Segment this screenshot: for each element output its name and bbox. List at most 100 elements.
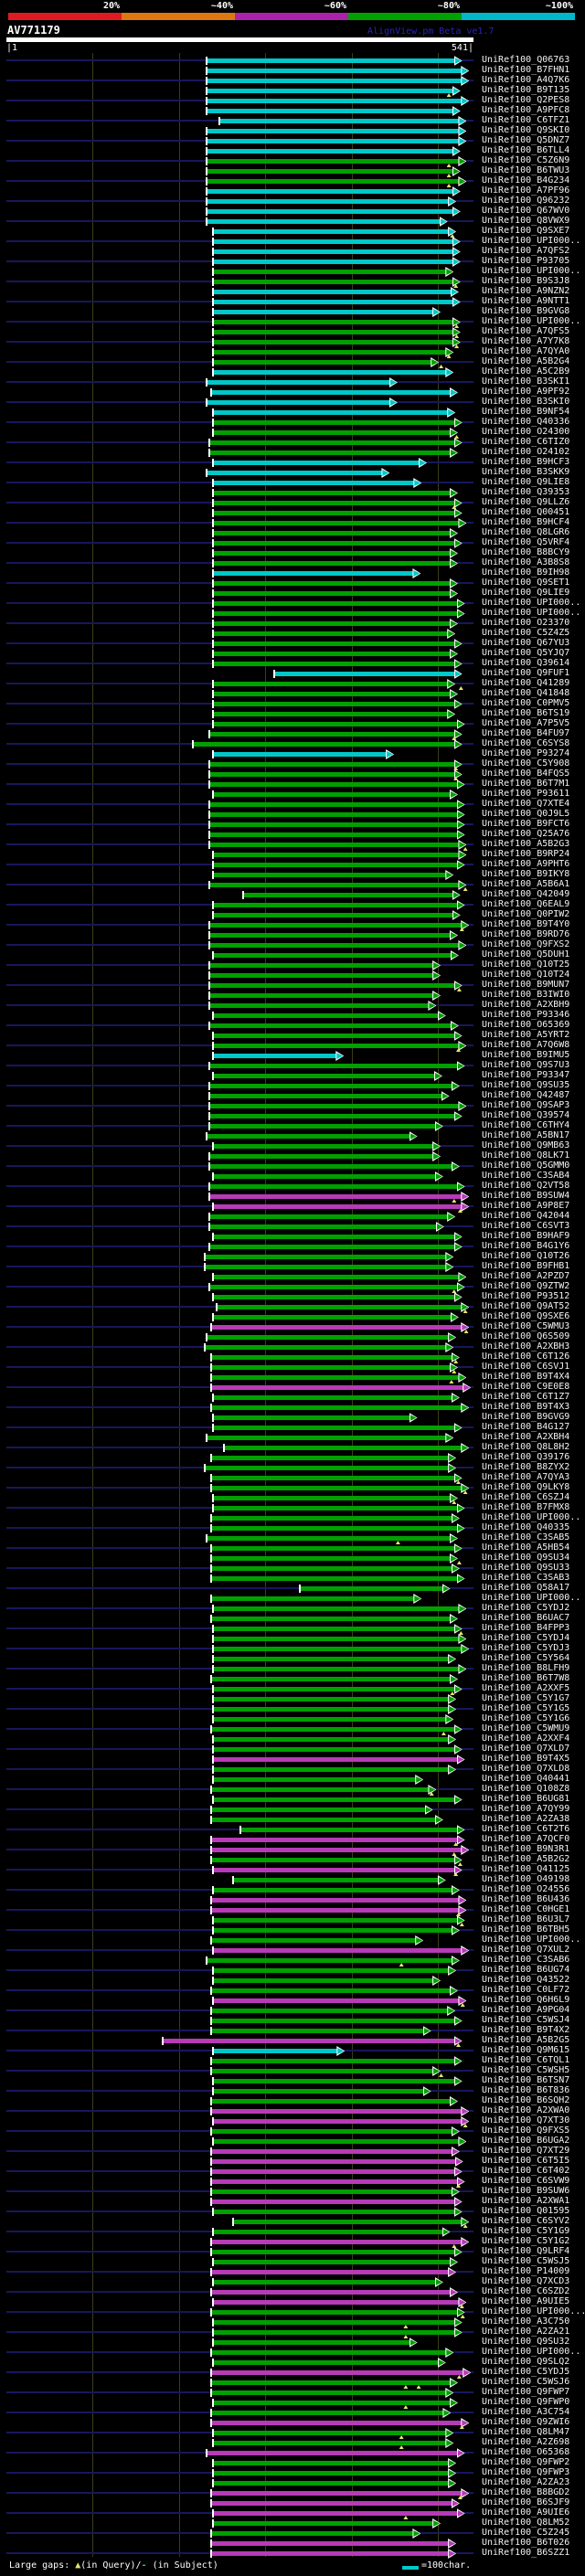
hit-label[interactable]: UniRef100_Q0J9L5 bbox=[482, 809, 570, 819]
hit-label[interactable]: UniRef100_Q06763 bbox=[482, 55, 570, 65]
hit-label[interactable]: UniRef100_Q9SXE7 bbox=[482, 226, 570, 236]
hit-label[interactable]: UniRef100_Q8LGR6 bbox=[482, 527, 570, 537]
hit-label[interactable]: UniRef100_P93512 bbox=[482, 1291, 570, 1301]
hit-label[interactable]: UniRef100_Q39614 bbox=[482, 658, 570, 668]
hit-label[interactable]: UniRef100_Q2PES8 bbox=[482, 95, 570, 105]
hit-label[interactable]: UniRef100_O24102 bbox=[482, 447, 570, 457]
hit-label[interactable]: UniRef100_C5YDJ5 bbox=[482, 2367, 570, 2377]
hit-label[interactable]: UniRef100_C6T126 bbox=[482, 1352, 570, 1362]
hit-label[interactable]: UniRef100_Q9SXE6 bbox=[482, 1311, 570, 1321]
hit-label[interactable]: UniRef100_A5YRT2 bbox=[482, 1030, 570, 1040]
hit-label[interactable]: UniRef100_A3C750 bbox=[482, 2316, 570, 2327]
hit-label[interactable]: UniRef100_B6T7M1 bbox=[482, 779, 570, 789]
hit-label[interactable]: UniRef100_Q9ZWI6 bbox=[482, 2417, 570, 2427]
hit-label[interactable]: UniRef100_P93346 bbox=[482, 1010, 570, 1020]
hit-label[interactable]: UniRef100_B9IKY8 bbox=[482, 869, 570, 879]
hit-label[interactable]: UniRef100_B4G234 bbox=[482, 175, 570, 186]
hit-label[interactable]: UniRef100_B9T4X3 bbox=[482, 1402, 570, 1412]
hit-label[interactable]: UniRef100_A7QYA0 bbox=[482, 346, 570, 356]
hit-label[interactable]: UniRef100_Q9FUF1 bbox=[482, 668, 570, 678]
hit-label[interactable]: UniRef100_B8BCY9 bbox=[482, 547, 570, 557]
hit-label[interactable]: UniRef100_B8LFH9 bbox=[482, 1663, 570, 1673]
hit-label[interactable]: UniRef100_P93347 bbox=[482, 1070, 570, 1080]
hit-label[interactable]: UniRef100_Q7XT30 bbox=[482, 2115, 570, 2125]
hit-label[interactable]: UniRef100_P93274 bbox=[482, 748, 570, 758]
hit-label[interactable]: UniRef100_A9PHT6 bbox=[482, 859, 570, 869]
hit-label[interactable]: UniRef100_B9HCF4 bbox=[482, 517, 570, 527]
hit-label[interactable]: UniRef100_B9T135 bbox=[482, 85, 570, 95]
hit-label[interactable]: UniRef100_A7QY99 bbox=[482, 1804, 570, 1814]
hit-label[interactable]: UniRef100_A2Z698 bbox=[482, 2437, 570, 2447]
hit-label[interactable]: UniRef100_B6TLL4 bbox=[482, 145, 570, 155]
hit-label[interactable]: UniRef100_A9UIE6 bbox=[482, 2507, 570, 2518]
hit-label[interactable]: UniRef100_A2XBH3 bbox=[482, 1341, 570, 1352]
hit-label[interactable]: UniRef100_O24300 bbox=[482, 427, 570, 437]
hit-label[interactable]: UniRef100_O65368 bbox=[482, 2447, 570, 2457]
hit-label[interactable]: UniRef100_C6T2T6 bbox=[482, 1824, 570, 1834]
hit-label[interactable]: UniRef100_B9NF54 bbox=[482, 407, 570, 417]
hit-label[interactable]: UniRef100_Q9SLQ2 bbox=[482, 2357, 570, 2367]
hit-label[interactable]: UniRef100_B6TSN7 bbox=[482, 2075, 570, 2085]
hit-label[interactable]: UniRef100_A2XBH4 bbox=[482, 1432, 570, 1442]
hit-label[interactable]: UniRef100_B6UGA2 bbox=[482, 2136, 570, 2146]
hit-label[interactable]: UniRef100_Q39176 bbox=[482, 1452, 570, 1462]
hit-label[interactable]: UniRef100_Q6S509 bbox=[482, 1331, 570, 1341]
hit-label[interactable]: UniRef100_C5Z4Z5 bbox=[482, 628, 570, 638]
hit-label[interactable]: UniRef100_Q8LM47 bbox=[482, 2427, 570, 2437]
hit-label[interactable]: UniRef100_C5YDJ3 bbox=[482, 1643, 570, 1653]
hit-label[interactable]: UniRef100_A7QFS2 bbox=[482, 246, 570, 256]
hit-label[interactable]: UniRef100_Q58A17 bbox=[482, 1583, 570, 1593]
hit-label[interactable]: UniRef100_UPI000.. bbox=[482, 316, 581, 326]
hit-label[interactable]: UniRef100_Q41848 bbox=[482, 688, 570, 698]
hit-label[interactable]: UniRef100_A5C2B9 bbox=[482, 366, 570, 376]
hit-label[interactable]: UniRef100_UPI000.. bbox=[482, 2347, 581, 2357]
hit-label[interactable]: UniRef100_Q9SU34 bbox=[482, 1553, 570, 1563]
hit-label[interactable]: UniRef100_UPI000.. bbox=[482, 608, 581, 618]
hit-label[interactable]: UniRef100_C6SZD2 bbox=[482, 2286, 570, 2296]
hit-label[interactable]: UniRef100_Q43522 bbox=[482, 1975, 570, 1985]
hit-label[interactable]: UniRef100_Q7XT29 bbox=[482, 2146, 570, 2156]
hit-label[interactable]: UniRef100_P14009 bbox=[482, 2266, 570, 2276]
hit-label[interactable]: UniRef100_Q9FWP2 bbox=[482, 2457, 570, 2467]
hit-label[interactable]: UniRef100_C5Z245 bbox=[482, 2528, 570, 2538]
hit-label[interactable]: UniRef100_B6T7W8 bbox=[482, 1673, 570, 1683]
hit-label[interactable]: UniRef100_B9GVG8 bbox=[482, 306, 570, 316]
hit-label[interactable]: UniRef100_Q42049 bbox=[482, 889, 570, 899]
hit-label[interactable]: UniRef100_C6SVW9 bbox=[482, 2176, 570, 2186]
hit-label[interactable]: UniRef100_A9UIE5 bbox=[482, 2296, 570, 2306]
hit-label[interactable]: UniRef100_Q7XLD8 bbox=[482, 1764, 570, 1774]
hit-label[interactable]: UniRef100_B4FPP3 bbox=[482, 1623, 570, 1633]
hit-label[interactable]: UniRef100_B9T4Y0 bbox=[482, 919, 570, 929]
hit-label[interactable]: UniRef100_Q5DNZ7 bbox=[482, 135, 570, 145]
hit-label[interactable]: UniRef100_B7FHN1 bbox=[482, 65, 570, 75]
hit-label[interactable]: UniRef100_Q96232 bbox=[482, 196, 570, 206]
hit-label[interactable]: UniRef100_B9GVG9 bbox=[482, 1412, 570, 1422]
hit-label[interactable]: UniRef100_Q10T26 bbox=[482, 1251, 570, 1261]
hit-label[interactable]: UniRef100_C5WMU9 bbox=[482, 1723, 570, 1733]
hit-label[interactable]: UniRef100_B6UG74 bbox=[482, 1965, 570, 1975]
hit-label[interactable]: UniRef100_C6TFZ1 bbox=[482, 115, 570, 125]
hit-label[interactable]: UniRef100_Q8LM52 bbox=[482, 2518, 570, 2528]
hit-label[interactable]: UniRef100_Q9SET1 bbox=[482, 578, 570, 588]
hit-label[interactable]: UniRef100_B6U3L7 bbox=[482, 1914, 570, 1924]
hit-label[interactable]: UniRef100_C5Y1G7 bbox=[482, 1693, 570, 1703]
hit-label[interactable]: UniRef100_C5YDJ2 bbox=[482, 1603, 570, 1613]
hit-label[interactable]: UniRef100_A5B2G3 bbox=[482, 839, 570, 849]
hit-label[interactable]: UniRef100_C6TQL1 bbox=[482, 2055, 570, 2065]
hit-label[interactable]: UniRef100_O23370 bbox=[482, 618, 570, 628]
hit-label[interactable]: UniRef100_A7QFS5 bbox=[482, 326, 570, 336]
hit-label[interactable]: UniRef100_A5B2G2 bbox=[482, 1854, 570, 1864]
hit-label[interactable]: UniRef100_Q67WV0 bbox=[482, 206, 570, 216]
hit-label[interactable]: UniRef100_Q9FXS2 bbox=[482, 939, 570, 949]
hit-label[interactable]: UniRef100_Q9SKI0 bbox=[482, 125, 570, 135]
hit-label[interactable]: UniRef100_C3SAB4 bbox=[482, 1171, 570, 1181]
hit-label[interactable]: UniRef100_Q8VWX9 bbox=[482, 216, 570, 226]
hit-label[interactable]: UniRef100_UPI000.. bbox=[482, 236, 581, 246]
hit-label[interactable]: UniRef100_Q40336 bbox=[482, 417, 570, 427]
hit-label[interactable]: UniRef100_Q6EAL9 bbox=[482, 899, 570, 909]
hit-label[interactable]: UniRef100_A5B2G4 bbox=[482, 356, 570, 366]
hit-label[interactable]: UniRef100_Q6H6L9 bbox=[482, 1995, 570, 2005]
hit-label[interactable]: UniRef100_Q9LIE9 bbox=[482, 588, 570, 598]
hit-label[interactable]: UniRef100_A2PZD7 bbox=[482, 1271, 570, 1281]
hit-label[interactable]: UniRef100_B9FCT6 bbox=[482, 819, 570, 829]
